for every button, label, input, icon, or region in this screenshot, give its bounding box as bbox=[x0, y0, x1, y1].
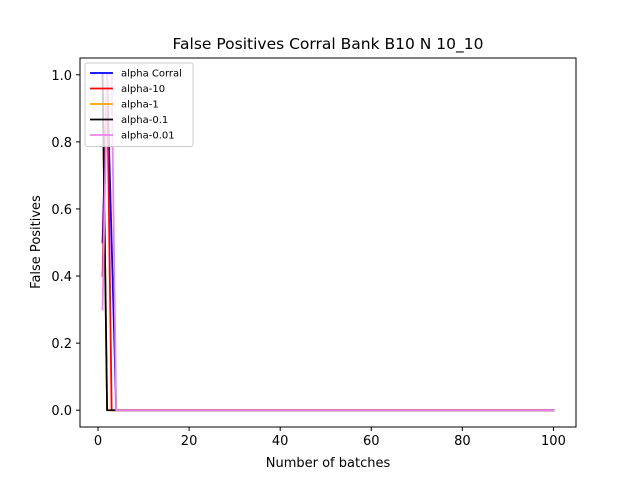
y-tick-label: 0.0 bbox=[51, 404, 72, 419]
y-axis-label: False Positives bbox=[29, 195, 44, 289]
y-tick-label: 0.8 bbox=[51, 136, 72, 151]
legend: alpha Corral alpha-10 alpha-1 alpha-0.1 alph… bbox=[84, 62, 194, 147]
axes-frame bbox=[79, 57, 577, 428]
y-tick-label: 0.4 bbox=[51, 270, 72, 285]
legend-entry: alpha-0.1 bbox=[121, 115, 168, 126]
x-tick-label: 60 bbox=[363, 434, 380, 449]
y-tick-label: 0.2 bbox=[51, 337, 72, 352]
x-axis-label: Number of batches bbox=[266, 456, 391, 471]
chart-title: False Positives Corral Bank B10 N 10_10 bbox=[173, 35, 484, 54]
legend-box bbox=[84, 62, 194, 147]
x-tick-label: 80 bbox=[454, 434, 471, 449]
y-tick-label: 1.0 bbox=[51, 69, 72, 84]
x-tick-label: 20 bbox=[181, 434, 198, 449]
plot-area: 0 20 40 60 80 100 0.0 0.2 0.4 0.6 0.8 1.0 alpha Corr… bbox=[51, 57, 577, 449]
x-tick-label: 0 bbox=[94, 434, 102, 449]
y-tick-label: 0.6 bbox=[51, 203, 72, 218]
legend-entry: alpha-10 bbox=[121, 84, 165, 95]
x-tick-label: 40 bbox=[272, 434, 289, 449]
x-tick-label: 100 bbox=[541, 434, 566, 449]
legend-entry: alpha-1 bbox=[121, 100, 159, 111]
legend-entry: alpha-0.01 bbox=[121, 131, 175, 142]
legend-entry: alpha Corral bbox=[121, 69, 182, 80]
